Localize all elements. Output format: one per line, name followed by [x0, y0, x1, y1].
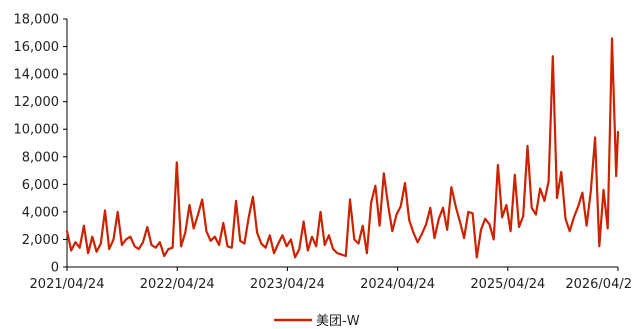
y-tick-label: 2,000 — [22, 233, 59, 248]
x-tick-label: 2026/04/2 — [565, 277, 632, 292]
series-line-meituan — [65, 37, 620, 259]
y-axis: 0 2,000 4,000 6,000 8,000 10,000 12,000 14,000 1… — [14, 13, 68, 276]
y-tick-label: 16,000 — [14, 40, 60, 55]
y-tick-label: 12,000 — [14, 95, 60, 110]
y-tick-label: 6,000 — [22, 178, 59, 193]
y-tick-label: 14,000 — [14, 68, 60, 83]
x-tick-label: 2021/04/24 — [30, 277, 105, 292]
y-tick-label: 0 — [51, 261, 59, 276]
x-axis: 2021/04/24 2022/04/24 2023/04/24 2024/04/24… — [30, 266, 632, 292]
x-tick-label: 2023/04/24 — [250, 277, 325, 292]
y-tick-label: 8,000 — [22, 150, 59, 165]
legend-label: 美团-W — [316, 314, 360, 329]
y-tick-label: 4,000 — [22, 205, 59, 220]
x-tick-label: 2024/04/24 — [360, 277, 435, 292]
legend: 美团-W — [274, 314, 360, 329]
y-tick-label: 18,000 — [14, 13, 60, 28]
x-tick-label: 2025/04/24 — [470, 277, 545, 292]
y-tick-label: 10,000 — [14, 123, 60, 138]
series-layer — [65, 37, 620, 259]
x-tick-label: 2022/04/24 — [140, 277, 215, 292]
